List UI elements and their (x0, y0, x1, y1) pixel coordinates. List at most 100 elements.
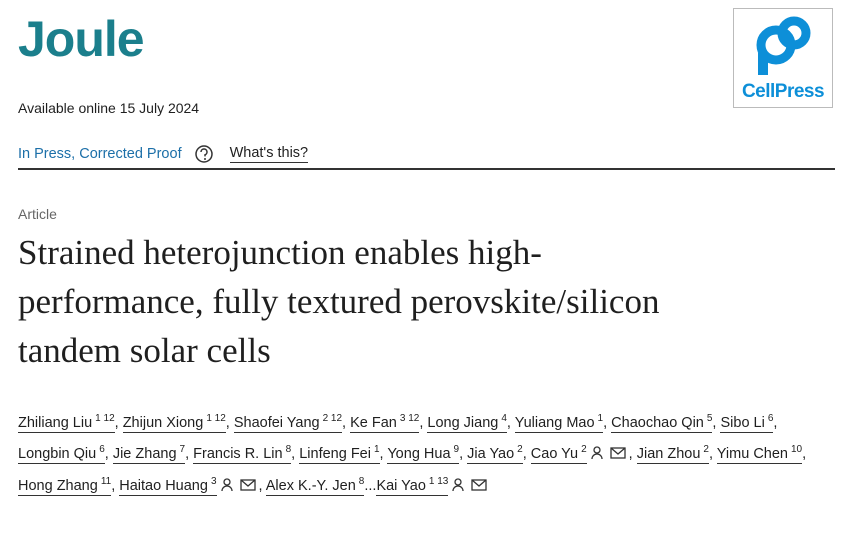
separator: , (258, 478, 263, 494)
author-name-text: Longbin Qiu (18, 445, 97, 462)
contact-icons[interactable] (452, 478, 490, 492)
author-entry: Yong Hua 9, (387, 443, 467, 464)
separator: , (185, 445, 190, 462)
author-affiliation: 2 (703, 443, 709, 455)
author-entry: Long Jiang 4, (427, 414, 514, 433)
author-affiliation: 2 12 (322, 413, 343, 424)
author-entry: Linfeng Fei 1, (299, 443, 387, 464)
author-name-text: Francis R. Lin (193, 445, 283, 462)
author-affiliation: 6 (767, 413, 774, 424)
author-name[interactable]: Jian Zhou 2 (636, 443, 709, 464)
author-name[interactable]: Cao Yu 2 (530, 444, 587, 464)
author-name-text: Yimu Chen (716, 445, 788, 462)
author-name-text: Jian Zhou (636, 445, 701, 462)
separator: , (225, 415, 230, 431)
author-entry: Yuliang Mao 1, (514, 413, 611, 433)
status-link[interactable]: In Press, Corrected Proof (18, 146, 182, 162)
author-entry: Sibo Li 6, (720, 413, 778, 433)
separator: , (603, 415, 608, 431)
author-entry: Zhijun Xiong 1 12, (122, 414, 234, 433)
author-icons[interactable] (452, 473, 490, 504)
article-title: Strained heterojunction enables high-per… (18, 233, 660, 370)
separator: , (379, 445, 384, 462)
author-name[interactable]: Jia Yao 2 (467, 443, 523, 464)
author-name[interactable]: Zhijun Xiong 1 12 (122, 414, 226, 433)
logo-mark (756, 16, 811, 75)
author-entry: Alex K.-Y. Jen 8... (265, 476, 377, 496)
author-affiliation: 8 (358, 476, 365, 487)
author-affiliation: 3 (210, 476, 217, 487)
separator: , (114, 415, 119, 431)
author-name-text: Linfeng Fei (299, 445, 371, 462)
help-icon (194, 145, 213, 163)
author-icons[interactable] (591, 441, 629, 472)
author-name-text: Sibo Li (720, 415, 765, 431)
author-name[interactable]: Yuliang Mao 1 (514, 413, 604, 433)
author-name-text: Jia Yao (467, 445, 515, 462)
author-name-text: Kai Yao (376, 478, 426, 494)
author-name[interactable]: Haitao Huang 3 (119, 476, 217, 496)
author-name[interactable]: Zhiliang Liu 1 12 (18, 414, 115, 433)
author-name[interactable]: Hong Zhang 11 (18, 476, 112, 496)
author-affiliation: 9 (453, 443, 460, 455)
journal-name[interactable]: Joule (18, 11, 145, 67)
contact-icons[interactable] (220, 478, 259, 492)
separator: , (459, 445, 464, 462)
author-affiliation: 5 (706, 413, 713, 424)
author-name[interactable]: Kai Yao 1 13 (376, 476, 449, 496)
author-icons[interactable] (220, 473, 259, 504)
separator: , (773, 415, 778, 431)
publisher-logo[interactable]: CellPress (733, 8, 833, 108)
author-entry: Cao Yu 2, (530, 444, 637, 464)
author-name-text: Hong Zhang (18, 478, 98, 494)
author-name-text: Long Jiang (427, 415, 499, 431)
author-entry: Haitao Huang 3, (119, 476, 266, 496)
author-name[interactable]: Jie Zhang 7 (112, 443, 186, 464)
article-type: Article (18, 206, 57, 222)
author-name-text: Jie Zhang (112, 445, 177, 462)
author-name-text: Shaofei Yang (233, 415, 320, 431)
separator: , (628, 445, 633, 462)
author-entry: Kai Yao 1 13 (376, 476, 490, 496)
author-name[interactable]: Chaochao Qin 5 (611, 413, 713, 433)
author-name-text: Zhijun Xiong (122, 415, 204, 431)
separator: , (506, 415, 511, 431)
author-affiliation: 10 (791, 443, 803, 455)
author-name[interactable]: Francis R. Lin 8 (193, 444, 292, 464)
author-affiliation: 1 (373, 443, 380, 455)
author-name[interactable]: Yong Hua 9 (387, 443, 460, 464)
author-entry: Shaofei Yang 2 12, (233, 413, 350, 433)
author-entry: Hong Zhang 11, (18, 476, 119, 496)
author-affiliation: 6 (99, 443, 105, 455)
author-name[interactable]: Yimu Chen 10 (716, 443, 803, 464)
author-affiliation: 7 (179, 443, 186, 455)
author-affiliation: 2 (517, 443, 523, 455)
author-entry: Jie Zhang 7, (112, 443, 193, 464)
author-affiliation: 1 13 (428, 476, 449, 487)
separator: , (111, 478, 116, 494)
author-name[interactable]: Ke Fan 3 12 (350, 413, 420, 433)
author-affiliation: 11 (100, 476, 112, 487)
separator: , (291, 445, 296, 462)
author-name-text: Cao Yu (530, 445, 579, 462)
author-name[interactable]: Shaofei Yang 2 12 (233, 413, 343, 433)
available-date: Available online 15 July 2024 (18, 100, 200, 116)
author-affiliation: 1 (597, 413, 604, 424)
separator: , (419, 415, 424, 431)
divider (18, 168, 835, 170)
author-affiliation: 3 12 (399, 413, 420, 424)
author-name[interactable]: Linfeng Fei 1 (299, 443, 380, 464)
author-name-text: Ke Fan (350, 415, 397, 431)
author-name[interactable]: Alex K.-Y. Jen 8 (265, 476, 365, 496)
contact-icons[interactable] (591, 445, 629, 460)
author-name[interactable]: Sibo Li 6 (720, 413, 774, 433)
author-name[interactable]: Long Jiang 4 (427, 414, 507, 433)
logo-text: CellPress (741, 81, 825, 102)
author-name-text: Yong Hua (387, 445, 451, 462)
status-row: In Press, Corrected Proof What's this? (18, 144, 309, 164)
whats-this-link[interactable]: What's this? (229, 145, 309, 163)
author-name[interactable]: Longbin Qiu 6 (18, 443, 105, 464)
ellipsis[interactable]: ... (364, 478, 377, 494)
author-entry: Jian Zhou 2, (636, 443, 717, 464)
